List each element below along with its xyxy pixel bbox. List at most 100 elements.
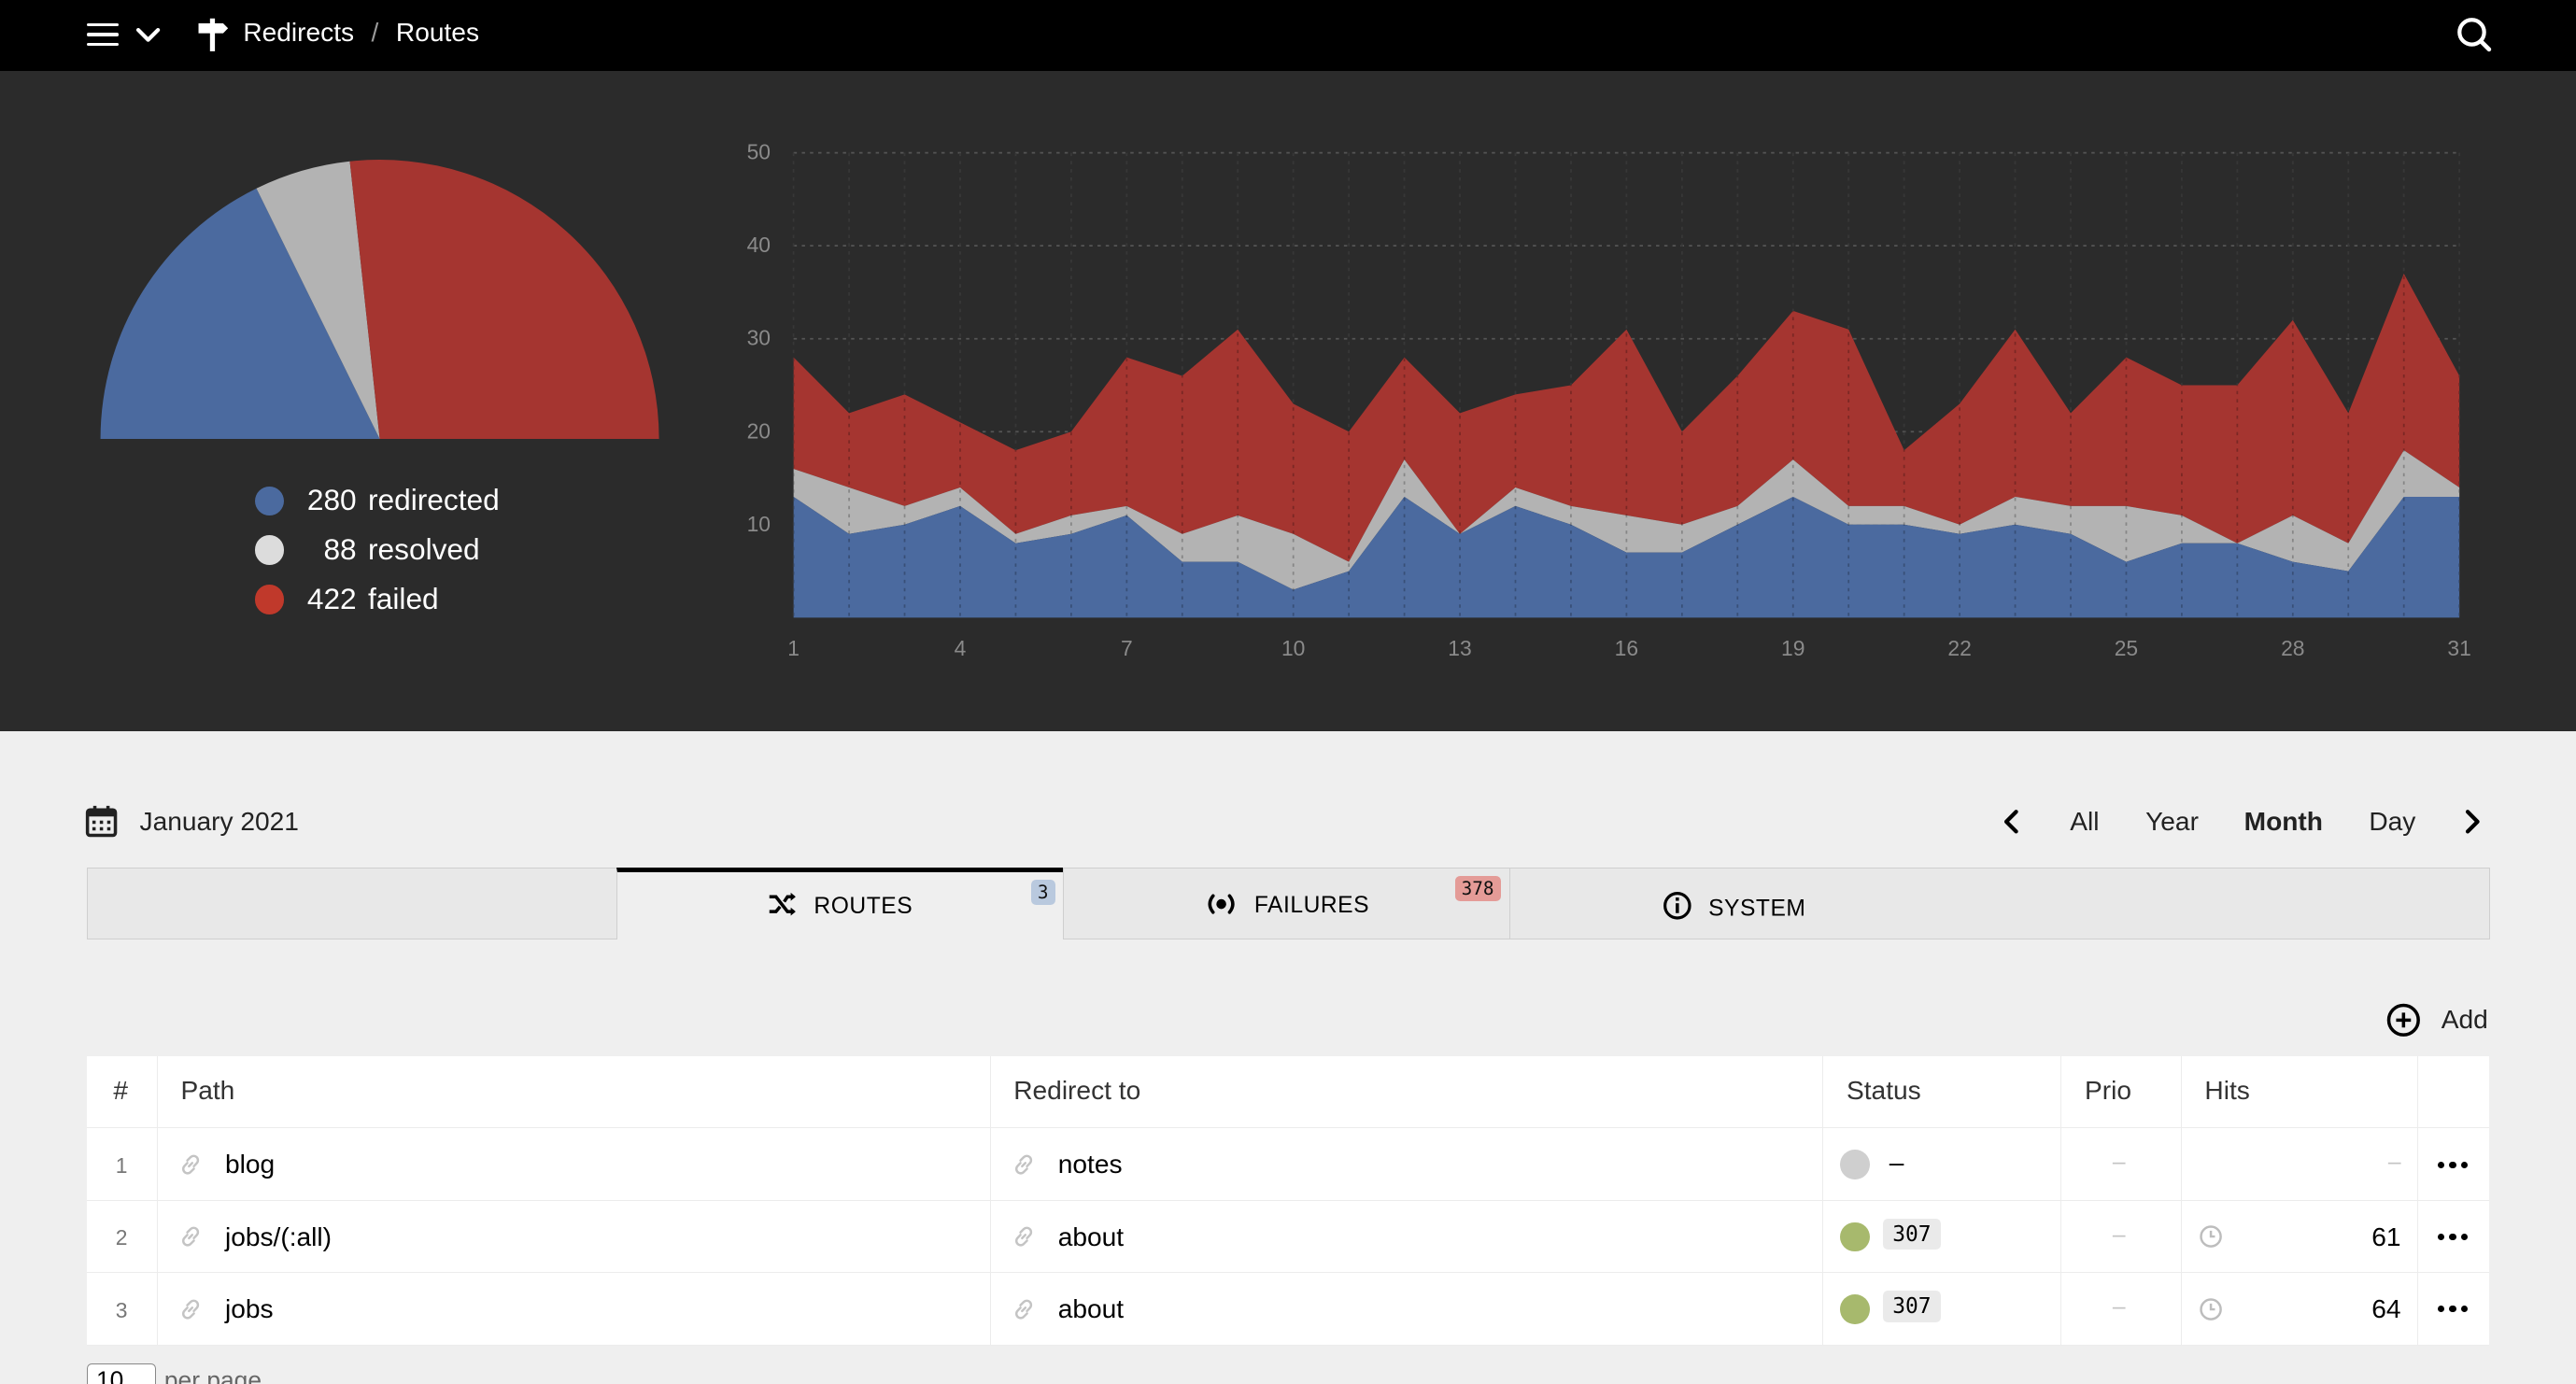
- y-tick-label: 40: [746, 233, 770, 257]
- period-year-button[interactable]: Year: [2145, 806, 2199, 836]
- redirect-cell[interactable]: about: [991, 1273, 1824, 1346]
- legend-item-resolved: 88 resolved: [254, 530, 584, 580]
- x-tick-label: 25: [2115, 636, 2138, 660]
- y-tick-label: 10: [746, 512, 770, 536]
- status-none: –: [1889, 1148, 1904, 1178]
- link-icon: [1011, 1223, 1037, 1250]
- search-icon[interactable]: [2455, 15, 2494, 54]
- x-tick-label: 1: [787, 636, 800, 660]
- period-month-button[interactable]: Month: [2243, 806, 2323, 836]
- pie-slice-redirected: [100, 188, 380, 439]
- status-dot: [1839, 1222, 1870, 1252]
- period-all-button[interactable]: All: [2070, 806, 2100, 836]
- legend-label-redirected: redirected: [367, 483, 500, 517]
- tab-failures[interactable]: FAILURES 378: [1063, 867, 1512, 940]
- prio-cell[interactable]: –: [2061, 1273, 2182, 1346]
- path-cell[interactable]: blog: [158, 1128, 991, 1201]
- hamburger-icon[interactable]: [85, 17, 121, 53]
- path-cell[interactable]: jobs/(:all): [158, 1200, 991, 1274]
- per-page-value: 10: [96, 1365, 124, 1384]
- route-path: jobs: [224, 1294, 274, 1323]
- status-cell[interactable]: 307: [1823, 1273, 2062, 1346]
- add-circle-icon: [2386, 1003, 2420, 1037]
- hits-area-chart: 10 20 30 40 50 1 4 7 10 13 16 19 22 25 28 31: [746, 140, 2470, 660]
- tab-system[interactable]: SYSTEM: [1509, 867, 2491, 940]
- table-row[interactable]: 3 jobs about 307 – 64: [87, 1273, 2489, 1346]
- redirect-target: about: [1057, 1294, 1125, 1323]
- prio-cell[interactable]: –: [2061, 1200, 2182, 1274]
- legend-item-redirected: 280 redirected: [254, 481, 584, 530]
- link-icon: [177, 1296, 204, 1322]
- row-number: 3: [115, 1297, 128, 1322]
- stats-panel: 280 redirected 88 resolved 422 failed 10…: [0, 70, 2576, 731]
- hits-value: 61: [2371, 1222, 2401, 1251]
- x-tick-label: 31: [2447, 636, 2470, 660]
- legend-dot-resolved: [254, 535, 285, 566]
- header-hits: Hits: [2182, 1055, 2419, 1129]
- tab-routes[interactable]: ROUTES 3: [616, 867, 1065, 940]
- status-cell[interactable]: 307: [1823, 1200, 2062, 1274]
- info-icon: [1663, 892, 1691, 920]
- routes-count-badge: 3: [1030, 880, 1055, 905]
- more-options-icon[interactable]: [2438, 1306, 2470, 1313]
- hits-cell: –: [2182, 1128, 2419, 1201]
- route-path: blog: [224, 1150, 276, 1179]
- table-row[interactable]: 1 blog notes – – –: [87, 1128, 2489, 1201]
- x-tick-label: 7: [1121, 636, 1133, 660]
- redirect-target: about: [1057, 1222, 1125, 1251]
- options-cell[interactable]: [2418, 1273, 2489, 1345]
- more-options-icon[interactable]: [2438, 1161, 2470, 1168]
- tab-spacer: [87, 867, 618, 940]
- row-number: 2: [115, 1225, 128, 1250]
- chart-legend: 280 redirected 88 resolved 422 failed: [254, 481, 584, 628]
- header-path: Path: [158, 1055, 991, 1129]
- x-tick-label: 10: [1281, 636, 1305, 660]
- options-cell[interactable]: [2418, 1201, 2489, 1273]
- per-page-select[interactable]: 10: [87, 1363, 157, 1384]
- x-tick-label: 22: [1947, 636, 1971, 660]
- tab-system-label: SYSTEM: [1708, 896, 1806, 922]
- prio-value: –: [2112, 1222, 2126, 1248]
- clock-icon: [2198, 1223, 2224, 1250]
- redirect-cell[interactable]: notes: [991, 1128, 1824, 1201]
- path-cell[interactable]: jobs: [158, 1273, 991, 1346]
- y-tick-label: 20: [746, 418, 770, 443]
- legend-value-failed: 422: [306, 581, 357, 615]
- legend-value-resolved: 88: [323, 531, 357, 566]
- legend-label-failed: failed: [367, 581, 439, 615]
- chevron-left-icon[interactable]: [2000, 807, 2023, 837]
- period-day-button[interactable]: Day: [2369, 806, 2416, 836]
- hits-cell: 61: [2182, 1200, 2419, 1274]
- calendar-icon: [85, 805, 118, 838]
- row-num-cell: 3: [87, 1273, 158, 1346]
- breadcrumb-routes[interactable]: Routes: [395, 18, 480, 48]
- status-cell[interactable]: –: [1823, 1128, 2062, 1201]
- prio-value: –: [2112, 1150, 2126, 1176]
- x-tick-label: 28: [2281, 636, 2304, 660]
- breadcrumb-separator: /: [371, 18, 379, 48]
- hits-none: –: [2387, 1150, 2401, 1176]
- y-tick-label: 50: [746, 140, 770, 164]
- hits-cell: 64: [2182, 1273, 2419, 1346]
- shuffle-icon: [769, 892, 797, 916]
- row-number: 1: [115, 1152, 128, 1178]
- table-header: # Path Redirect to Status Prio Hits: [87, 1055, 2489, 1129]
- header-prio: Prio: [2061, 1055, 2182, 1129]
- routes-table: # Path Redirect to Status Prio Hits 1 blo…: [87, 1055, 2489, 1346]
- area-series-failed: [793, 273, 2460, 562]
- options-cell[interactable]: [2418, 1128, 2489, 1200]
- prio-value: –: [2112, 1294, 2126, 1320]
- route-path: jobs/(:all): [224, 1222, 333, 1251]
- chevron-down-icon[interactable]: [132, 17, 164, 53]
- redirect-cell[interactable]: about: [991, 1200, 1824, 1274]
- x-tick-label: 19: [1781, 636, 1805, 660]
- signpost-icon: [195, 17, 232, 53]
- pie-slice-failed: [349, 159, 659, 439]
- breadcrumb-redirects[interactable]: Redirects: [243, 18, 355, 48]
- table-row[interactable]: 2 jobs/(:all) about 307 – 61: [87, 1200, 2489, 1274]
- more-options-icon[interactable]: [2438, 1233, 2470, 1240]
- x-tick-label: 16: [1615, 636, 1638, 660]
- prio-cell[interactable]: –: [2061, 1128, 2182, 1201]
- chevron-right-icon[interactable]: [2461, 807, 2484, 837]
- link-icon: [177, 1151, 204, 1178]
